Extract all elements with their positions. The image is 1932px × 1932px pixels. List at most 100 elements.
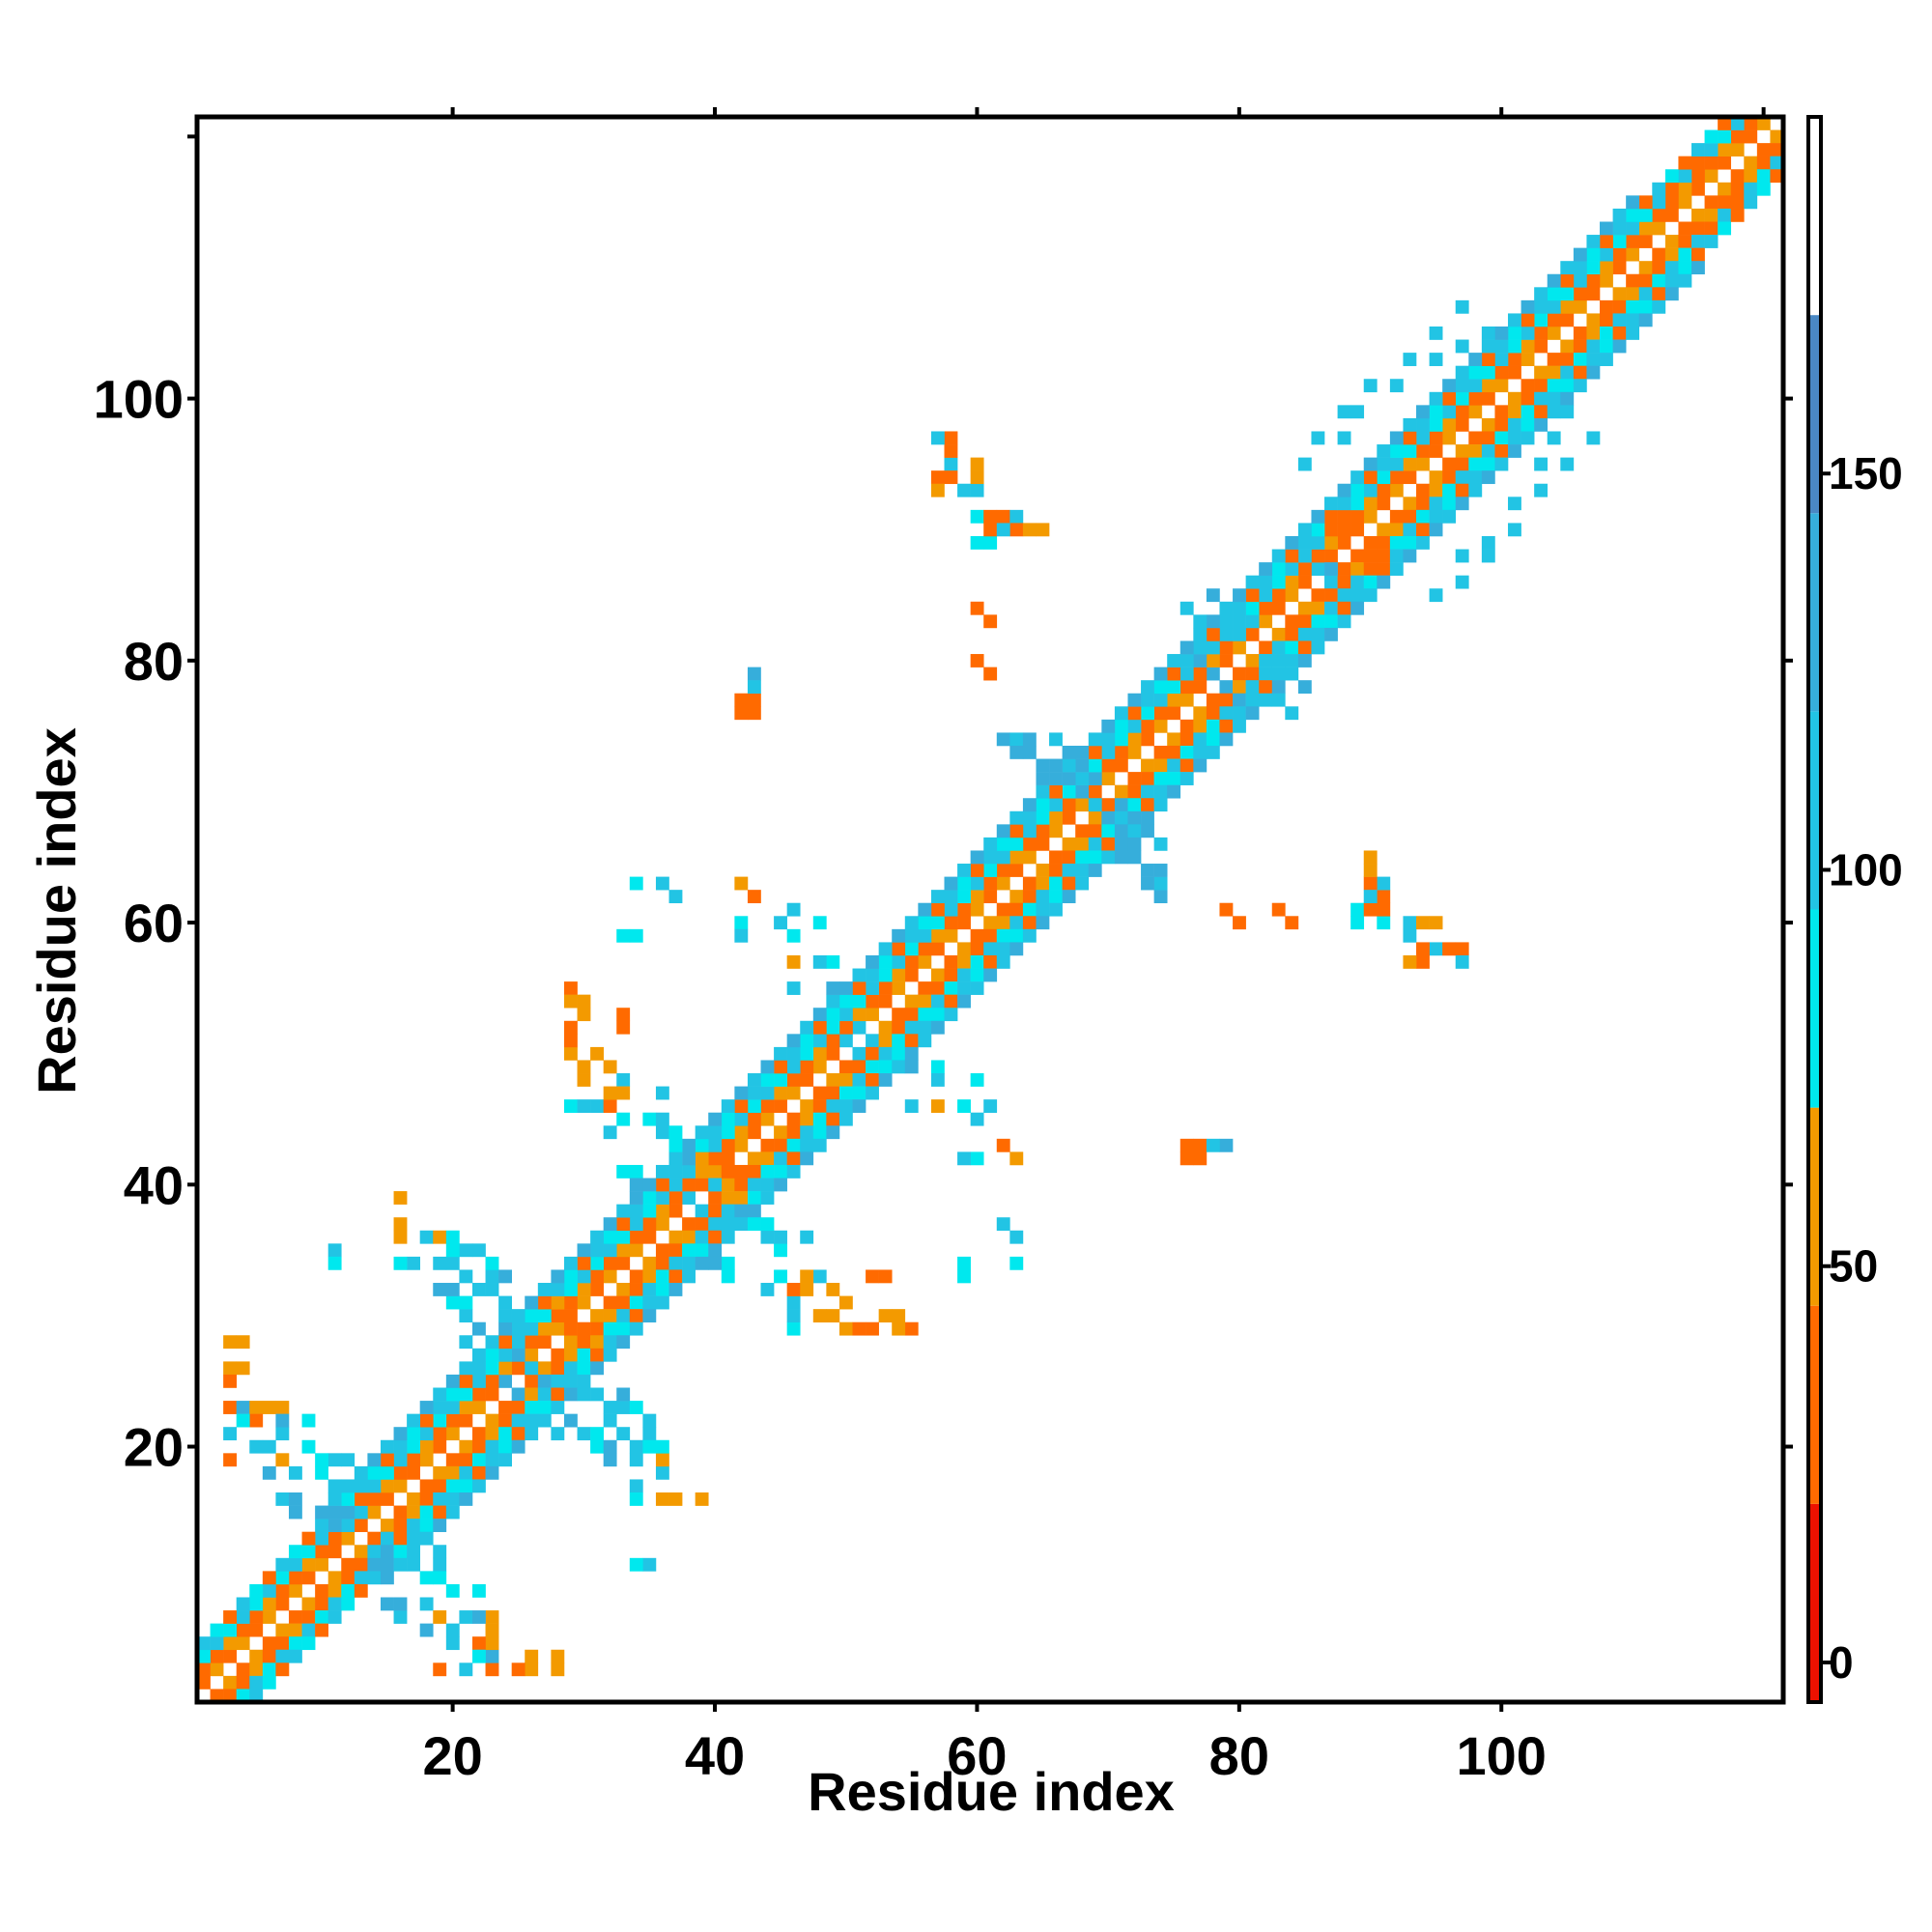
heatmap-cell [734,1112,749,1126]
heatmap-cell [996,876,1010,891]
heatmap-cell [852,1060,867,1074]
heatmap-cell [1455,549,1469,563]
heatmap-cell [1403,509,1417,524]
heatmap-cell [1009,864,1024,877]
heatmap-cell [1101,758,1116,773]
heatmap-cell [1377,902,1391,917]
heatmap-cell [629,1243,643,1258]
heatmap-cell [433,1256,447,1270]
heatmap-cell [380,1465,394,1480]
heatmap-cell [1285,627,1299,641]
heatmap-cell [1508,326,1521,340]
heatmap-cell [1219,706,1234,721]
heatmap-cell [957,1151,971,1166]
heatmap-cell [904,942,919,956]
heatmap-cell [695,1138,709,1152]
heatmap-cell [1179,732,1194,747]
heatmap-cell [262,1401,276,1414]
heatmap-cell [1193,680,1208,695]
heatmap-cell [551,1283,565,1296]
heatmap-cell [1088,850,1102,865]
heatmap-cell [459,1413,473,1428]
heatmap-cell [525,1374,539,1388]
heatmap-cell [760,1086,775,1100]
heatmap-cell [1245,575,1260,589]
heatmap-cell [590,1427,604,1441]
heatmap-cell [1363,575,1378,589]
heatmap-cell [800,1125,814,1140]
heatmap-cell [577,1295,591,1310]
heatmap-cell [301,1571,316,1585]
x-tick-label: 80 [1209,1725,1269,1786]
heatmap-cell [616,1401,631,1414]
heatmap-cell [1626,195,1640,210]
heatmap-cell [812,1112,827,1126]
heatmap-cell [774,1164,787,1179]
heatmap-cell [642,1557,657,1572]
heatmap-cell [1193,640,1208,655]
heatmap-cell [275,1453,290,1467]
heatmap-cell [1508,431,1521,445]
heatmap-cell [315,1453,329,1467]
heatmap-cell [445,1505,460,1520]
heatmap-cell [210,1689,224,1703]
heatmap-cell [210,1649,224,1663]
heatmap-cell [1429,916,1443,930]
heatmap-cell [1494,326,1509,340]
heatmap-cell [747,890,761,904]
heatmap-cell [892,1020,906,1035]
heatmap-cell [1153,719,1168,733]
heatmap-cell [1363,470,1378,485]
heatmap-cell [1337,601,1351,615]
heatmap-cell [786,1138,801,1152]
heatmap-cell [1455,942,1469,956]
heatmap-cell [1377,457,1391,471]
heatmap-cell [1416,457,1430,471]
heatmap-cell [1455,339,1469,354]
heatmap-cell [1468,353,1483,366]
heatmap-cell [603,1401,617,1414]
heatmap-cell [1508,391,1521,406]
heatmap-cell [1036,902,1050,917]
heatmap-cell [603,1230,617,1244]
heatmap-cell [918,928,932,943]
heatmap-cell [957,954,971,969]
heatmap-cell [774,1230,787,1244]
heatmap-cell [1508,353,1521,366]
heatmap-cell [367,1479,382,1493]
heatmap-cell [354,1492,368,1506]
heatmap-cell [629,1321,643,1336]
heatmap-cell [380,1479,394,1493]
heatmap-cell [603,1099,617,1114]
heatmap-cell [603,1125,617,1140]
heatmap-cell [1481,457,1495,471]
heatmap-cell [210,1623,224,1637]
heatmap-cell [288,1492,302,1506]
heatmap-cell [1455,391,1469,406]
heatmap-cell [1179,693,1194,707]
heatmap-cell [1403,928,1417,943]
heatmap-cell [983,509,998,524]
heatmap-cell [262,1571,276,1585]
heatmap-cell [551,1295,565,1310]
heatmap-cell [944,968,958,982]
heatmap-cell [1573,379,1587,393]
heatmap-cell [1127,732,1142,747]
heatmap-cell [485,1649,499,1663]
heatmap-cell [1311,601,1325,615]
heatmap-cell [918,994,932,1009]
heatmap-cell [970,535,984,550]
heatmap-cell [1468,365,1483,380]
heatmap-cell [433,1413,447,1428]
heatmap-cell [603,1309,617,1323]
heatmap-cell [930,942,945,956]
heatmap-cell [1600,313,1613,327]
heatmap-cell [852,968,867,982]
heatmap-cell [892,942,906,956]
heatmap-cell [970,1112,984,1126]
heatmap-cell [970,850,984,865]
heatmap-cell [1167,706,1181,721]
heatmap-cell [445,1387,460,1402]
heatmap-cell [1481,391,1495,406]
heatmap-cell [1219,732,1234,747]
